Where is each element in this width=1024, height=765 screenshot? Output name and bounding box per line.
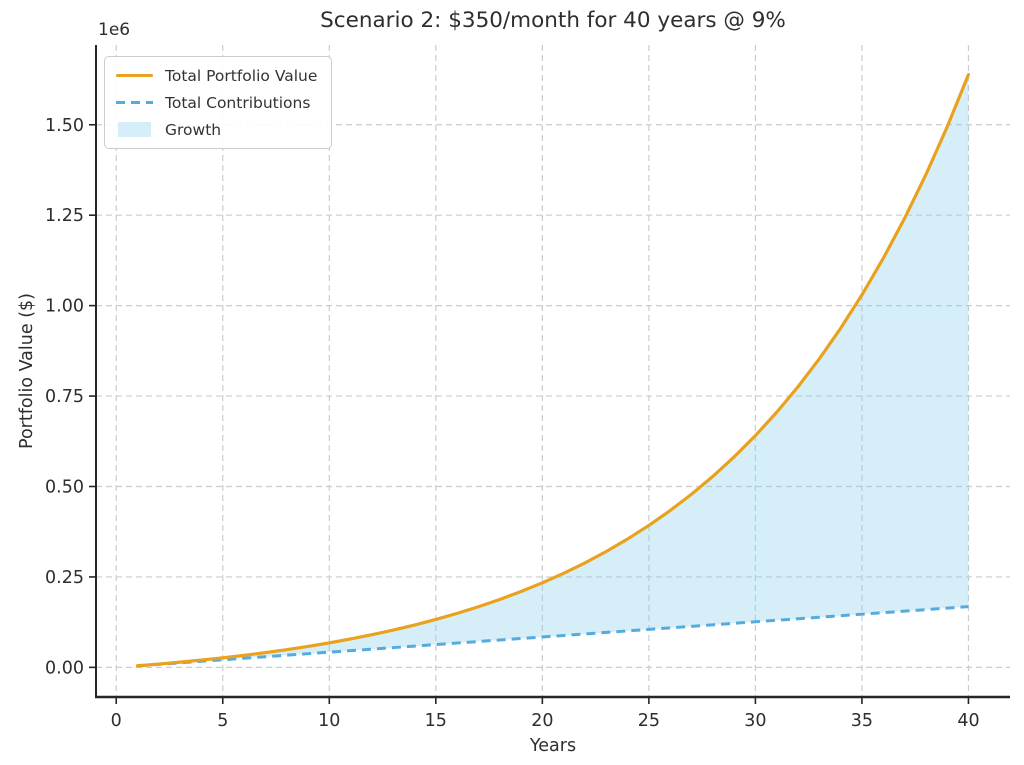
area-patch-swatch (118, 122, 151, 137)
legend-patch-swatch-growth (116, 122, 153, 137)
x-tick-label: 25 (638, 711, 660, 731)
y-axis-offset-label: 1e6 (98, 20, 131, 40)
y-tick-label: 0.00 (45, 658, 84, 678)
dashed-line-swatch (116, 100, 153, 105)
y-tick-label: 1.25 (45, 206, 84, 226)
total-contributions-line (137, 605, 969, 668)
x-tick-label: 10 (318, 711, 340, 731)
legend-label-contributions: Total Contributions (165, 93, 311, 112)
legend-label-portfolio: Total Portfolio Value (165, 66, 318, 85)
legend-label-growth: Growth (165, 120, 222, 139)
y-tick-label: 0.25 (45, 568, 84, 588)
total-portfolio-value-line (135, 73, 971, 668)
y-tick-label: 0.50 (45, 477, 84, 497)
x-tick-label: 20 (531, 711, 553, 731)
legend-line-swatch-contributions (116, 100, 153, 105)
legend-entry-growth: Growth (116, 120, 317, 139)
y-tick-label: 0.75 (45, 387, 84, 407)
legend: Total Portfolio Value Total Contribution… (104, 56, 333, 149)
x-tick-label: 0 (111, 711, 122, 731)
x-tick-label: 15 (425, 711, 447, 731)
x-tick-label: 5 (217, 711, 228, 731)
x-tick-label: 35 (851, 711, 873, 731)
y-axis-label: Portfolio Value ($) (17, 293, 37, 449)
x-tick-label: 30 (744, 711, 766, 731)
chart-title: Scenario 2: $350/month for 40 years @ 9% (320, 8, 786, 33)
y-tick-label: 1.00 (45, 297, 84, 317)
growth-area-fill (137, 74, 969, 666)
legend-line-swatch-portfolio (116, 73, 153, 78)
x-axis-label: Years (529, 736, 577, 756)
solid-line-swatch (116, 73, 153, 78)
x-tick-label: 40 (957, 711, 979, 731)
legend-entry-portfolio: Total Portfolio Value (116, 66, 317, 85)
y-tick-label: 1.50 (45, 116, 84, 136)
legend-entry-contributions: Total Contributions (116, 93, 317, 112)
